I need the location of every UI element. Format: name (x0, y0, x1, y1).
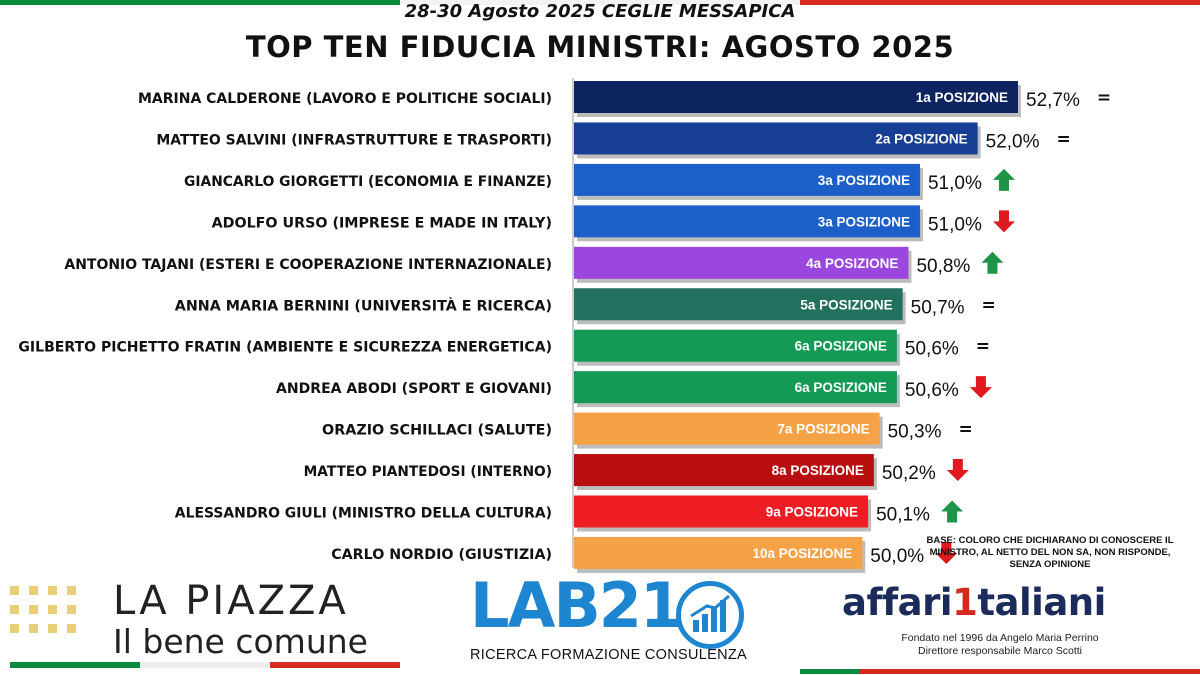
bar (574, 288, 903, 321)
position-label: 6a POSIZIONE (795, 380, 887, 395)
value-label: 50,2% (882, 463, 936, 484)
arrow-down-icon (946, 459, 969, 482)
position-label: 6a POSIZIONE (795, 339, 887, 354)
trend-equal-label: = (1097, 88, 1111, 108)
bar (574, 371, 897, 404)
category-label: GIANCARLO GIORGETTI (ECONOMIA E FINANZE) (184, 174, 552, 190)
category-label: MARINA CALDERONE (LAVORO E POLITICHE SOC… (138, 91, 552, 107)
position-label: 4a POSIZIONE (806, 256, 898, 271)
position-label: 2a POSIZIONE (875, 131, 967, 146)
base-note-line-2: MINISTRO, AL NETTO DEL NON SA, NON RISPO… (929, 547, 1171, 558)
position-label: 5a POSIZIONE (800, 297, 892, 312)
affaritaliani-mark: 1 (952, 581, 978, 624)
base-note-line-1: BASE: COLORO CHE DICHIARANO DI CONOSCERE… (926, 535, 1174, 546)
position-label: 10a POSIZIONE (753, 546, 853, 561)
value-label: 50,3% (888, 422, 942, 443)
affaritaliani-wordmark: affari1taliani (842, 581, 1106, 624)
affaritaliani-part-1: affari (842, 581, 953, 624)
la-piazza-flag-red (270, 662, 400, 668)
value-label: 50,1% (876, 505, 930, 526)
arrow-down-icon (935, 541, 958, 564)
bar (574, 246, 909, 279)
affaritaliani-part-2: taliani (977, 581, 1106, 624)
position-label: 8a POSIZIONE (772, 463, 864, 478)
category-label: MATTEO SALVINI (INFRASTRUTTURE E TRASPOR… (156, 132, 552, 148)
lab21-tagline: RICERCA FORMAZIONE CONSULENZA (470, 647, 747, 663)
la-piazza-title: LA PIAZZA (113, 578, 349, 624)
category-label: ANTONIO TAJANI (ESTERI E COOPERAZIONE IN… (64, 257, 552, 273)
la-piazza-subtitle: Il bene comune (113, 622, 368, 661)
la-piazza-logo: LA PIAZZA Il bene comune (10, 578, 410, 672)
growth-chart-icon (676, 581, 744, 649)
value-label: 52,0% (986, 131, 1040, 152)
bar (574, 454, 874, 487)
bar (574, 205, 920, 238)
affaritaliani-founded: Fondato nel 1996 da Angelo Maria Perrino (901, 632, 1099, 644)
flag-stripe-red (800, 0, 1200, 5)
lab21-logo: LAB21 RICERCA FORMAZIONE CONSULENZA (468, 569, 758, 670)
flag-stripe-green (0, 0, 400, 5)
dots-grid-icon (10, 586, 90, 646)
trend-equal-label: = (958, 420, 972, 440)
value-label: 51,0% (928, 173, 982, 194)
base-note: BASE: COLORO CHE DICHIARANO DI CONOSCERE… (905, 535, 1195, 571)
bar (574, 122, 978, 155)
value-label: 50,8% (916, 256, 970, 277)
category-label: MATTEO PIANTEDOSI (INTERNO) (304, 464, 552, 480)
affaritaliani-flag-green (800, 669, 860, 674)
ranking-bar-chart: MARINA CALDERONE (LAVORO E POLITICHE SOC… (18, 78, 1111, 573)
value-label: 50,0% (870, 546, 924, 567)
value-label: 50,7% (911, 297, 965, 318)
arrow-up-icon (992, 168, 1015, 191)
category-label: CARLO NORDIO (GIUSTIZIA) (331, 547, 552, 563)
affaritaliani-director: Direttore responsabile Marco Scotti (918, 645, 1082, 657)
category-label: ALESSANDRO GIULI (MINISTRO DELLA CULTURA… (175, 506, 552, 522)
chart-title: TOP TEN FIDUCIA MINISTRI: AGOSTO 2025 (245, 30, 955, 64)
position-label: 1a POSIZIONE (916, 90, 1008, 105)
bar (574, 81, 1018, 113)
arrow-down-icon (969, 376, 992, 399)
trend-equal-label: = (976, 337, 990, 357)
arrow-up-icon (941, 500, 964, 523)
category-label: ORAZIO SCHILLACI (SALUTE) (322, 423, 552, 439)
trend-equal-label: = (982, 295, 996, 315)
category-label: GILBERTO PICHETTO FRATIN (AMBIENTE E SIC… (18, 340, 552, 356)
arrow-up-icon (981, 251, 1004, 274)
arrow-down-icon (992, 210, 1015, 233)
bar (574, 329, 897, 362)
bar (574, 495, 869, 528)
bar (574, 412, 880, 445)
position-label: 7a POSIZIONE (777, 422, 869, 437)
base-note-line-3: SENZA OPINIONE (1009, 559, 1091, 570)
value-label: 50,6% (905, 380, 959, 401)
position-label: 3a POSIZIONE (818, 214, 910, 229)
lab21-wordmark: LAB21 (470, 569, 683, 642)
event-subtitle: 28-30 Agosto 2025 CEGLIE MESSAPICA (404, 1, 796, 22)
value-label: 51,0% (928, 214, 982, 235)
bar (574, 536, 863, 569)
value-label: 52,7% (1026, 90, 1080, 111)
category-label: ANDREA ABODI (SPORT E GIOVANI) (276, 381, 552, 397)
flag-stripe-white (400, 0, 800, 5)
category-label: ADOLFO URSO (IMPRESE E MADE IN ITALY) (212, 215, 552, 231)
affaritaliani-flag-red (860, 669, 1200, 674)
la-piazza-flag-white (140, 662, 270, 668)
la-piazza-flag-green (10, 662, 140, 668)
affaritaliani-logo: affari1taliani Fondato nel 1996 da Angel… (800, 581, 1200, 675)
bar (574, 163, 920, 196)
trend-equal-label: = (1057, 129, 1071, 149)
category-label: ANNA MARIA BERNINI (UNIVERSITÀ E RICERCA… (175, 297, 552, 314)
value-label: 50,6% (905, 339, 959, 360)
position-label: 9a POSIZIONE (766, 505, 858, 520)
position-label: 3a POSIZIONE (818, 173, 910, 188)
